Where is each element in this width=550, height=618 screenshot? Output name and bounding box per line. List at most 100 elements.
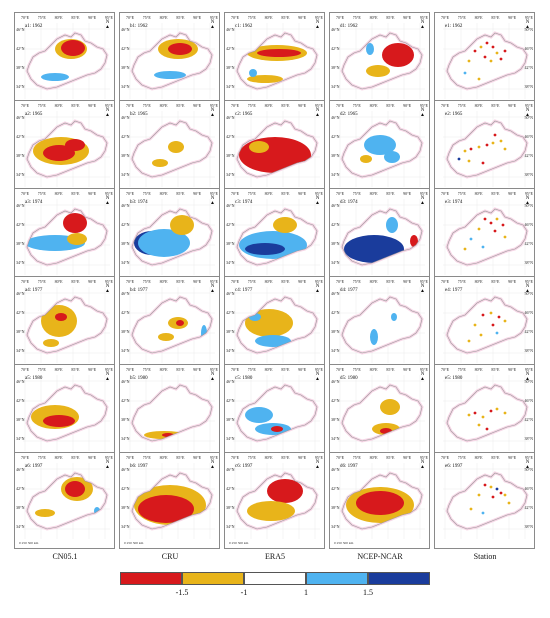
lon-labels: 70°E 75°E 80°E 85°E 90°E 95°E — [126, 15, 218, 20]
lat-tick: 50°N — [524, 115, 534, 120]
lon-tick: 75°E — [457, 191, 466, 196]
panel-label: b5: 1980 — [130, 376, 148, 381]
lon-tick: 80°E — [264, 191, 273, 196]
anomaly-layer — [31, 405, 79, 429]
lon-tick: 80°E — [369, 367, 378, 372]
arrow-glyph: ▲ — [525, 25, 530, 30]
lat-tick: 34°N — [226, 260, 235, 265]
arrow-glyph: ▲ — [420, 289, 425, 294]
lat-tick: 46°N — [226, 115, 235, 120]
north-label: N — [210, 284, 215, 289]
station-dot — [483, 217, 487, 221]
region-outline — [236, 208, 318, 266]
arrow-glyph: ▲ — [420, 113, 425, 118]
map-panel: 70°E 75°E 80°E 85°E 90°E 95°E 46°N 42°N 38°N 34°N… — [224, 364, 325, 461]
lon-tick: 90°E — [508, 279, 517, 284]
map-panel: 70°E 75°E 80°E 85°E 90°E 95°E 46°N 42°N 38°N 34°N… — [119, 276, 220, 373]
lon-tick: 80°E — [159, 455, 168, 460]
anomaly-layer — [134, 485, 206, 525]
lat-labels: 50°N 46°N 42°N 38°N — [525, 379, 534, 441]
station-dot — [473, 323, 477, 327]
lon-tick: 70°E — [441, 15, 450, 20]
anomaly-patch-moderate-wet — [370, 329, 378, 345]
lat-labels: 46°N 42°N 38°N 34°N — [16, 203, 25, 265]
station-dot — [491, 495, 495, 499]
lat-tick: 38°N — [16, 153, 25, 158]
station-dot — [491, 323, 495, 327]
lon-tick: 90°E — [403, 455, 412, 460]
map-svg — [128, 287, 215, 363]
lon-labels: 70°E 75°E 80°E 85°E 90°E 95°E — [441, 103, 533, 108]
anomaly-patch-moderate-wet — [255, 335, 291, 347]
lat-tick: 50°N — [524, 27, 534, 32]
lat-tick: 34°N — [331, 260, 340, 265]
lat-tick: 38°N — [121, 329, 130, 334]
lat-labels: 46°N 42°N 38°N 34°N — [16, 379, 25, 441]
lon-tick: 90°E — [403, 367, 412, 372]
lat-labels: 46°N 42°N 38°N 34°N — [121, 291, 130, 353]
anomaly-patch-moderate-dry — [247, 501, 295, 521]
north-arrow-icon: N ▲ — [420, 284, 425, 294]
arrow-glyph: ▲ — [105, 465, 110, 470]
lat-tick: 42°N — [121, 46, 130, 51]
lon-tick: 75°E — [142, 279, 151, 284]
lat-tick: 38°N — [226, 329, 235, 334]
map-svg — [23, 111, 110, 187]
region-outline — [131, 384, 213, 442]
station-dot — [503, 493, 507, 497]
lat-tick: 46°N — [226, 379, 235, 384]
lon-tick: 90°E — [298, 455, 307, 460]
lat-tick: 46°N — [331, 27, 340, 32]
lat-tick: 42°N — [16, 398, 25, 403]
scale-bar: 0 250 500 km — [334, 541, 354, 545]
lon-tick: 90°E — [403, 15, 412, 20]
map-svg — [338, 199, 425, 275]
lon-tick: 85°E — [491, 279, 500, 284]
panel-label: c1: 1962 — [235, 24, 253, 29]
lat-tick: 46°N — [16, 467, 25, 472]
lon-labels: 70°E 75°E 80°E 85°E 90°E 95°E — [21, 103, 113, 108]
lat-labels: 46°N 42°N 38°N 34°N — [331, 379, 340, 441]
arrow-glyph: ▲ — [315, 377, 320, 382]
lat-labels: 46°N 42°N 38°N 34°N — [331, 203, 340, 265]
north-label: N — [210, 108, 215, 113]
lat-tick: 50°N — [524, 467, 534, 472]
lon-tick: 75°E — [247, 15, 256, 20]
north-label: N — [420, 460, 425, 465]
map-svg — [128, 199, 215, 275]
region-outline — [236, 296, 318, 354]
lat-labels: 46°N 42°N 38°N 34°N — [226, 379, 235, 441]
lon-tick: 70°E — [126, 15, 135, 20]
region-halo — [445, 471, 529, 531]
station-dot — [503, 235, 507, 239]
map-panel: 70°E 75°E 80°E 85°E 90°E 95°E 50°N 46°N 42°N 38°N… — [434, 188, 535, 285]
anomaly-patch-severe-dry — [239, 137, 311, 173]
anomaly-layer — [239, 217, 307, 259]
panel-label: a3: 1974 — [25, 200, 43, 205]
anomaly-layer — [239, 137, 311, 173]
station-dot — [495, 51, 499, 55]
lon-tick: 75°E — [37, 455, 46, 460]
lon-tick: 80°E — [369, 103, 378, 108]
lon-tick: 95°E — [314, 455, 323, 460]
lon-tick: 95°E — [104, 15, 113, 20]
station-dot — [479, 45, 483, 49]
lon-tick: 85°E — [386, 15, 395, 20]
lat-labels: 46°N 42°N 38°N 34°N — [121, 467, 130, 529]
north-arrow-icon: N ▲ — [525, 108, 530, 118]
lon-tick: 85°E — [71, 367, 80, 372]
panel-label: a2: 1965 — [25, 112, 43, 117]
lon-tick: 75°E — [352, 455, 361, 460]
north-label: N — [105, 284, 110, 289]
anomaly-layer — [41, 305, 77, 347]
lon-labels: 70°E 75°E 80°E 85°E 90°E 95°E — [441, 15, 533, 20]
lon-tick: 75°E — [247, 191, 256, 196]
region-outline — [341, 208, 423, 266]
lon-tick: 95°E — [104, 103, 113, 108]
map-svg — [23, 199, 110, 275]
region-outline — [236, 120, 318, 178]
lon-tick: 70°E — [21, 15, 30, 20]
map-svg — [233, 463, 320, 539]
station-dot — [489, 409, 493, 413]
lat-tick: 46°N — [331, 203, 340, 208]
